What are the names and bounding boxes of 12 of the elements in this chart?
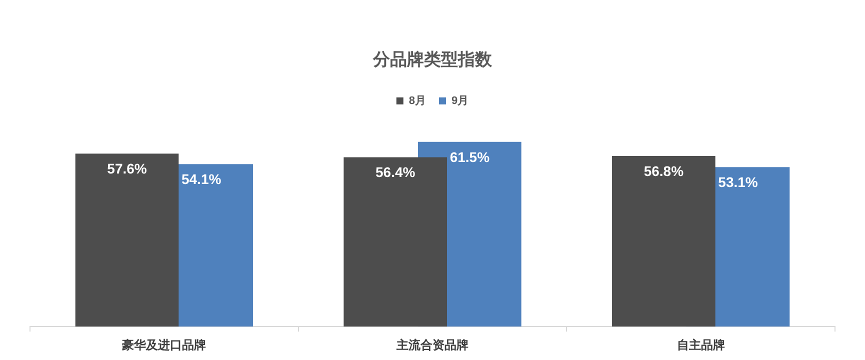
legend-label: 8月 [408,94,426,107]
data-label: 56.8% [644,162,684,179]
data-label: 57.6% [107,160,148,176]
data-label: 53.1% [718,174,758,190]
x-tick-label: 自主品牌 [676,338,725,352]
legend-label: 9月 [452,94,469,107]
data-label: 61.5% [450,148,490,165]
chart-title: 分品牌类型指数 [372,50,493,69]
data-label: 54.1% [181,171,222,188]
x-tick-label: 豪华及进口品牌 [121,338,206,352]
data-label: 56.4% [375,164,416,180]
x-tick-label: 主流合资品牌 [396,338,468,352]
